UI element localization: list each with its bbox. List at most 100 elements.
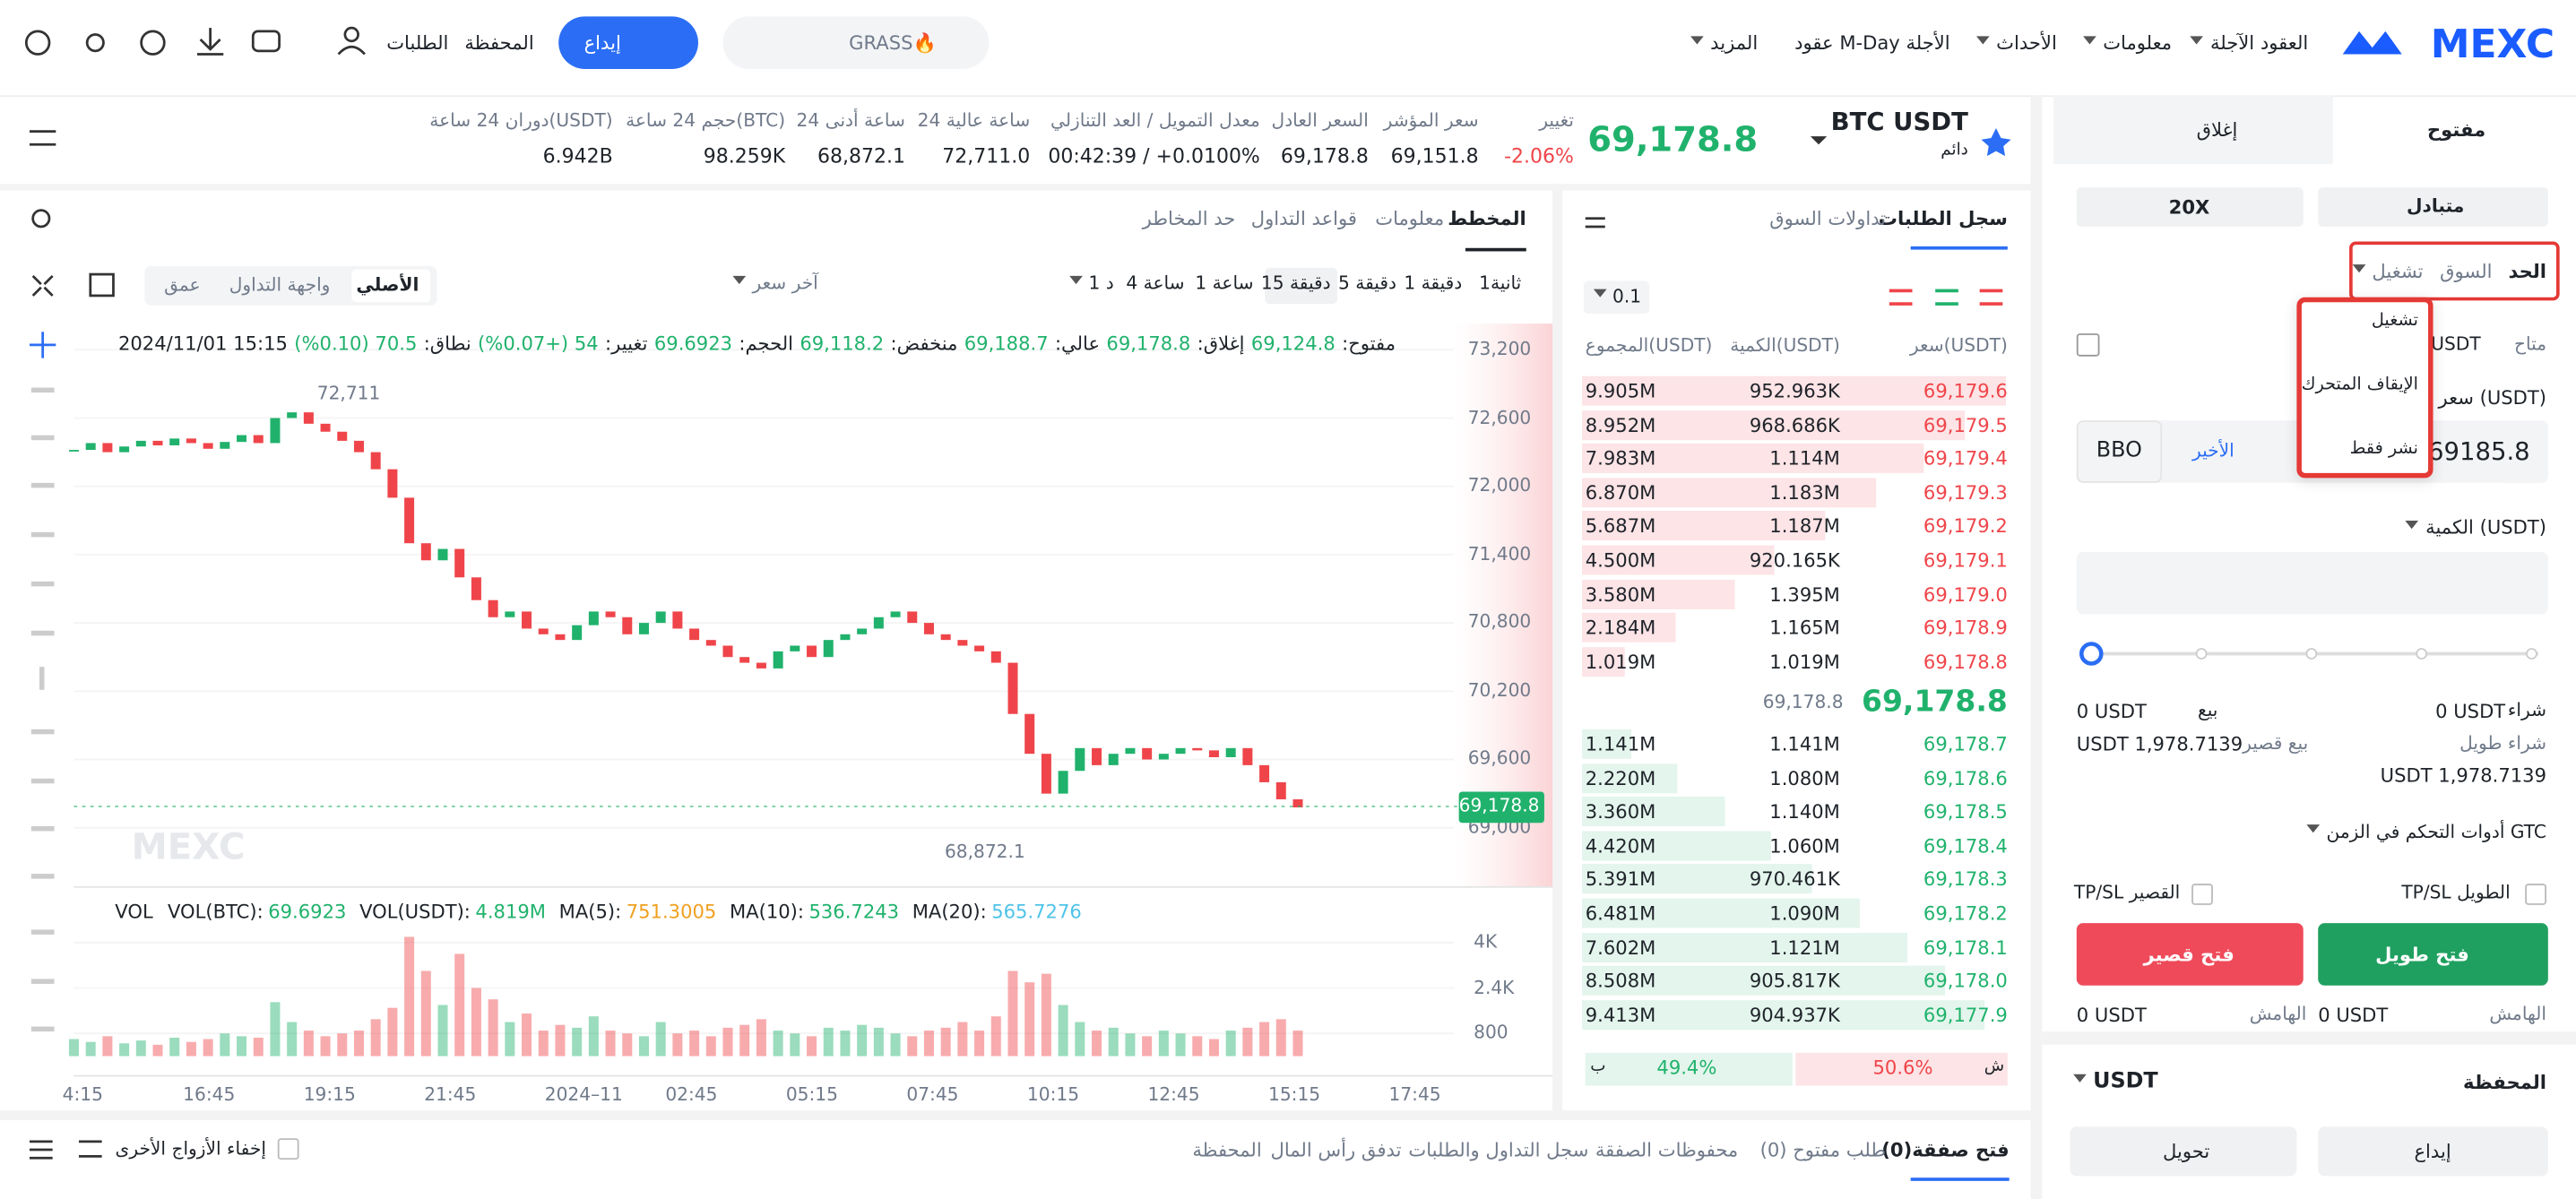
star-icon[interactable] (1981, 127, 2011, 157)
candle (522, 611, 532, 629)
transfer-button[interactable] (2070, 1126, 2297, 1177)
checkbox[interactable] (2525, 884, 2547, 905)
open-short-button[interactable] (2076, 923, 2304, 986)
total: 9.413M (1585, 1003, 1656, 1027)
chart-tab[interactable]: المخطط (1448, 206, 1526, 230)
depth-bar (1582, 831, 1771, 861)
nav-item[interactable]: العقود الآجلة (2191, 28, 2308, 57)
layout-icon[interactable] (1979, 289, 2003, 306)
depth-bar (1582, 729, 1631, 759)
quantity: 1.140M (1769, 799, 1840, 824)
total: 2.220M (1585, 766, 1656, 789)
bottom-tab[interactable]: سجل التداول والطلبات (1408, 1138, 1589, 1161)
price: 69,178.3 (1923, 867, 2008, 892)
total: 4.420M (1585, 833, 1656, 858)
bottom-tab[interactable]: محفوظات الصفقة (1595, 1138, 1739, 1161)
margin-value: 0 USDT (2076, 1003, 2147, 1027)
sell-tag: ش (1984, 1057, 2005, 1076)
volume-bar (940, 1027, 951, 1057)
depth-bar (1582, 763, 1677, 793)
quantity: 952.963K (1749, 379, 1840, 403)
nav-item[interactable]: المحفظة (464, 30, 534, 55)
stat-label: سعر المؤشر (1383, 109, 1479, 132)
order-type[interactable]: الحد (2508, 259, 2547, 283)
chart-tab[interactable]: قواعد التداول (1250, 206, 1357, 230)
slider-handle[interactable] (2079, 642, 2104, 666)
leverage-button[interactable] (2076, 186, 2304, 227)
dropdown-item[interactable]: نشر فقط (2349, 438, 2419, 459)
calc-icon[interactable] (2076, 333, 2100, 357)
candle (873, 617, 884, 629)
view-option[interactable]: الأصلي (356, 274, 419, 296)
quantity-label: الكمية (USDT) (2406, 513, 2546, 542)
y-tick-label: 69,600 (1467, 747, 1532, 770)
interval[interactable]: ساعة 4 (1126, 272, 1185, 295)
nav-item[interactable]: الطلبات (386, 30, 449, 55)
bottom-tab[interactable]: فتح صفقة(0) (1881, 1138, 2010, 1161)
mid-price: 69,178.8 (1862, 685, 2008, 720)
bottom-tab[interactable]: تدفق رأس المال (1270, 1138, 1402, 1161)
nav-item[interactable]: المزيد (1690, 28, 1758, 57)
margin-mode-button[interactable] (2318, 186, 2548, 227)
price: 69,178.2 (1923, 901, 2008, 925)
divider (1552, 184, 1563, 1114)
book-tab[interactable]: سجل الطلبات (1878, 206, 2008, 230)
search-box[interactable] (722, 16, 990, 69)
bbo-button[interactable] (2076, 420, 2163, 483)
open-long-button[interactable] (2318, 923, 2548, 986)
total: 6.481M (1585, 901, 1656, 925)
volume-bar (957, 1022, 968, 1057)
short-value: USDT 1,978.7139 (2076, 732, 2243, 756)
stat-label: دوران 24 ساعة(USDT) (429, 109, 613, 132)
order-type[interactable]: السوق (2440, 259, 2493, 283)
volume-bar (605, 1031, 616, 1057)
candle (940, 634, 951, 641)
layout-icon[interactable] (1935, 289, 1958, 306)
deposit-button[interactable] (558, 16, 698, 69)
volume-bar (689, 1031, 700, 1057)
candle (990, 651, 1001, 663)
view-option[interactable]: عمق (164, 274, 201, 296)
button-label: تحويل (2163, 1140, 2210, 1163)
slider-dots (2195, 648, 2537, 660)
checkbox[interactable] (2191, 884, 2213, 905)
nav-item[interactable]: الأحداث (1976, 28, 2057, 57)
interval[interactable]: 1 د (1068, 270, 1113, 299)
tp-sl-short: TP/SL القصير (2073, 882, 2181, 904)
nav-item[interactable]: عقود M-Day الأجلة (1794, 30, 1950, 55)
book-tab[interactable]: تداولات السوق (1769, 206, 1887, 230)
view-option[interactable]: واجهة التداول (229, 274, 331, 296)
interval[interactable]: دقيقة 1 (1404, 272, 1463, 295)
volume-bar (790, 1033, 800, 1057)
close-tab[interactable]: إغلاق (2196, 117, 2238, 142)
interval[interactable]: دقيقة 15 (1260, 272, 1331, 295)
volume-bar (807, 1036, 817, 1057)
chart-tab[interactable]: حد المخاطر (1142, 206, 1236, 230)
chart-tab[interactable]: معلومات (1375, 206, 1445, 230)
ohlc-legend: 2024/11/01 15:15 مفتوح: 69,124.8إغلاق: 69,1… (118, 329, 1402, 358)
layout-icon[interactable] (1889, 289, 1913, 306)
dropdown-item[interactable]: تشغيل (2371, 310, 2419, 331)
interval[interactable]: دقيقة 5 (1338, 272, 1396, 295)
candle (135, 440, 146, 447)
candle (505, 611, 515, 617)
price: 69,178.0 (1923, 969, 2008, 993)
volume-bar (152, 1044, 163, 1057)
quantity-input[interactable] (2076, 551, 2548, 615)
deposit-button[interactable] (2318, 1126, 2548, 1177)
open-tab[interactable]: مفتوح (2426, 117, 2486, 142)
volume-bar (186, 1041, 196, 1057)
price-type[interactable]: آخر سعر (732, 270, 817, 299)
interval[interactable]: ساعة 1 (1195, 272, 1254, 295)
order-type[interactable]: تشغيل (2352, 256, 2423, 286)
time-in-force[interactable]: أدوات التحكم في الزمن GTC (2306, 818, 2546, 848)
volume-bar (638, 1036, 649, 1057)
currency-select[interactable]: USDT (2073, 1067, 2158, 1097)
dropdown-item[interactable]: الإيقاف المتحرك (2301, 374, 2419, 394)
nav-item[interactable]: معلومات (2083, 28, 2172, 57)
checkbox[interactable] (277, 1138, 299, 1160)
interval[interactable]: ثانية1 (1479, 272, 1522, 295)
bottom-tab[interactable]: طلب مفتوح (0) (1759, 1138, 1887, 1161)
bottom-tab[interactable]: المحفظة (1192, 1138, 1262, 1161)
candle (1292, 798, 1303, 808)
